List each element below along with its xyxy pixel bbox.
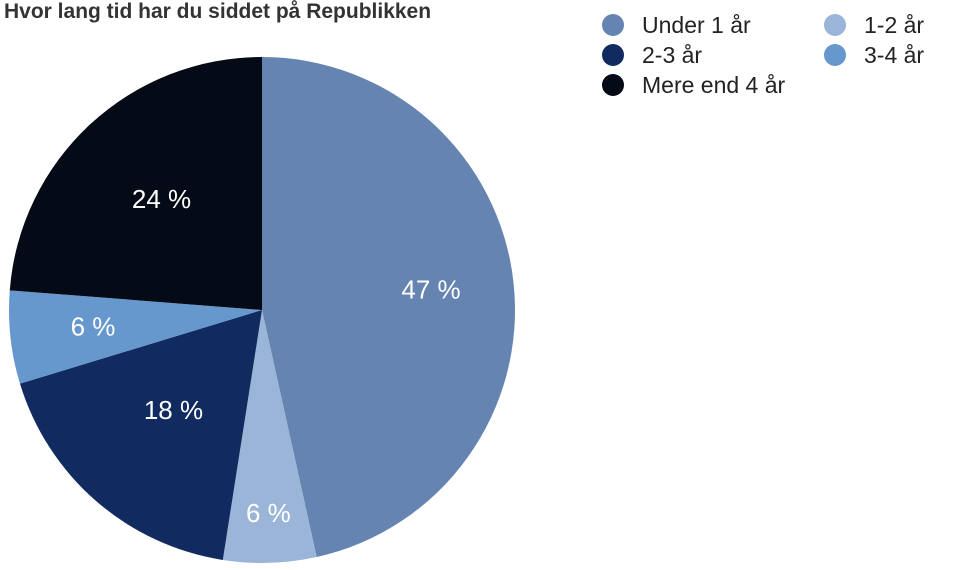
legend-label: Mere end 4 år [642,71,786,98]
slice-value-label: 47 % [401,274,460,304]
legend-label: Under 1 år [642,11,751,38]
legend-marker [824,14,846,36]
pie-slice[interactable] [9,57,262,310]
slice-value-label: 24 % [132,184,191,214]
legend-item[interactable]: Mere end 4 år [602,72,824,98]
slice-labels: 47 % 6 % 18 % 6 % 24 % [71,184,461,528]
pie-slice[interactable] [222,310,317,564]
legend-marker [824,44,846,66]
legend-item[interactable]: 1-2 år [824,12,944,38]
pie-slice[interactable] [19,310,263,560]
slice-value-label: 6 % [246,498,291,528]
legend-label: 2-3 år [642,41,703,68]
legend-label: 1-2 år [864,11,925,38]
pie-slice[interactable] [8,290,262,384]
legend-item[interactable]: 2-3 år [602,42,824,68]
slice-value-label: 6 % [71,311,116,341]
legend: Under 1 år 1-2 år 2-3 år 3-4 år Mere end… [602,12,944,98]
legend-marker [602,74,624,96]
legend-label: 3-4 år [864,41,925,68]
chart-title: Hvor lang tid har du siddet på Republikk… [4,0,432,23]
legend-item[interactable]: 3-4 år [824,42,944,68]
legend-marker [602,44,624,66]
pie-slices [8,57,516,564]
legend-marker [602,14,624,36]
pie-slice[interactable] [262,57,516,558]
legend-item[interactable]: Under 1 år [602,12,824,38]
slice-value-label: 18 % [144,395,203,425]
